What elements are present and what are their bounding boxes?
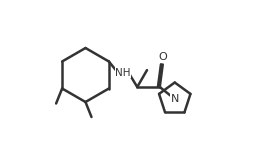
Text: O: O	[158, 52, 166, 62]
Text: NH: NH	[115, 68, 130, 78]
Text: N: N	[170, 94, 178, 104]
